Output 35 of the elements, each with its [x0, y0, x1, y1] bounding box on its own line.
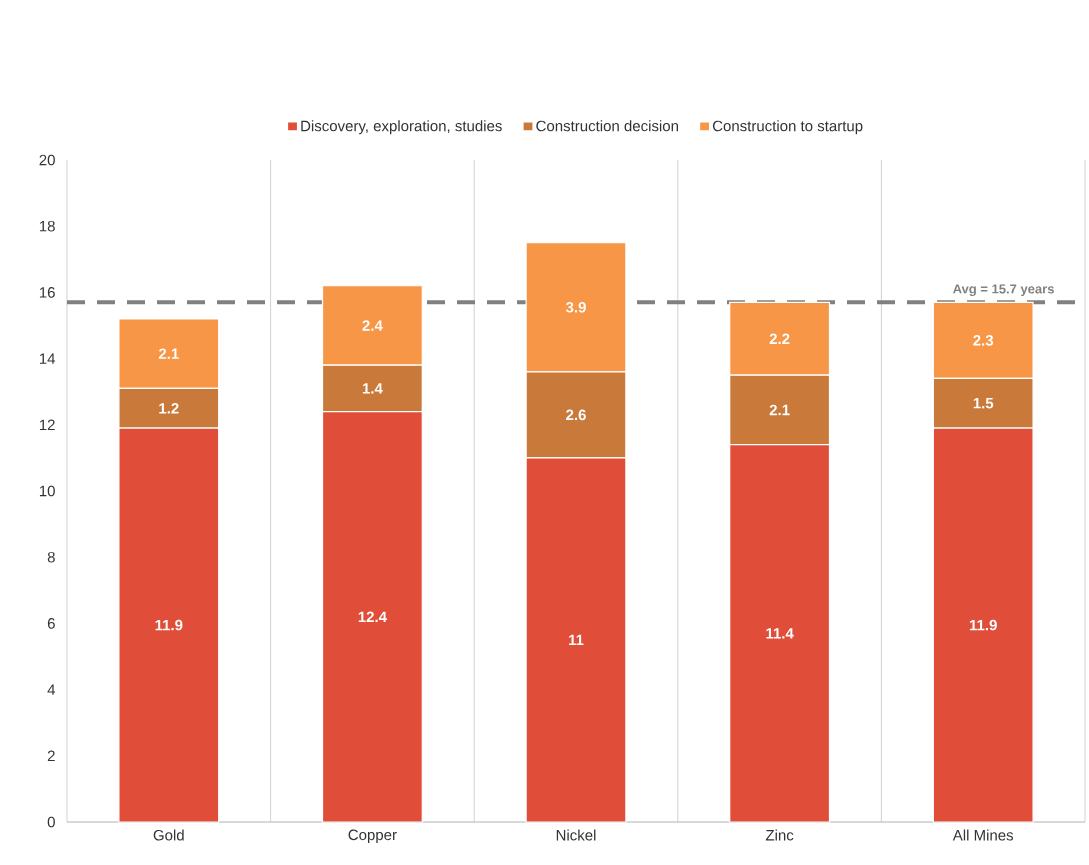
- y-tick-label: 8: [47, 551, 55, 563]
- ref-line-label: Avg = 15.7 years: [953, 284, 1054, 297]
- data-label: 1.5: [973, 398, 994, 409]
- x-tick-label: Gold: [153, 829, 184, 841]
- data-label: 11: [569, 634, 584, 646]
- legend-label: Construction to startup: [712, 120, 863, 135]
- data-label: 2.6: [566, 409, 586, 421]
- legend-label: Discovery, exploration, studies: [301, 120, 502, 135]
- legend-label: Construction decision: [536, 120, 678, 132]
- y-tick-label: 2: [47, 750, 55, 762]
- data-label: 2.3: [973, 335, 994, 346]
- data-label: 2.1: [158, 348, 179, 359]
- x-tick-label: All Mines: [952, 829, 1014, 841]
- data-label: 11.9: [969, 619, 997, 631]
- data-label: 12.4: [358, 611, 387, 623]
- y-tick-label: 14: [39, 353, 56, 364]
- x-tick-label: Zinc: [765, 829, 794, 841]
- data-label: 1.4: [362, 383, 383, 394]
- y-tick-label: 16: [39, 287, 55, 298]
- data-label: 3.9: [565, 301, 586, 313]
- y-tick-label: 4: [47, 684, 56, 695]
- y-tick-label: 0: [47, 816, 55, 828]
- data-label: 2.4: [362, 320, 383, 331]
- y-tick-label: 20: [39, 154, 55, 166]
- y-tick-label: 18: [39, 220, 55, 232]
- y-tick-label: 10: [39, 485, 55, 497]
- y-tick-label: 6: [47, 618, 55, 629]
- x-tick-label: Copper: [348, 829, 397, 844]
- data-label: 2.2: [769, 333, 790, 344]
- data-label: 11.9: [155, 619, 183, 631]
- y-tick-label: 12: [39, 419, 55, 431]
- data-label: 2.1: [769, 404, 790, 416]
- data-label: 1.2: [159, 403, 179, 414]
- x-tick-label: Nickel: [556, 829, 596, 841]
- data-label: 11.4: [766, 628, 794, 639]
